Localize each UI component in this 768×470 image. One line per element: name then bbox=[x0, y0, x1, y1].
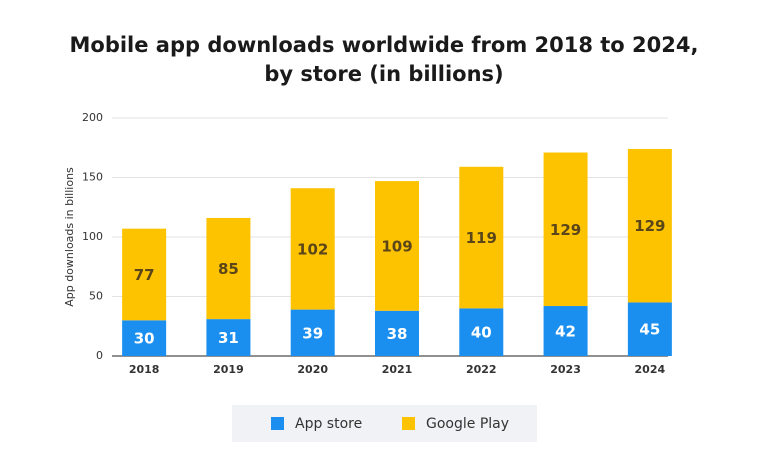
bar-segment bbox=[206, 217, 251, 320]
y-tick-label: 100 bbox=[82, 230, 103, 243]
value-label: 38 bbox=[387, 325, 408, 343]
y-tick-label: 0 bbox=[96, 349, 103, 362]
value-label: 30 bbox=[134, 330, 155, 348]
y-tick-label: 200 bbox=[82, 111, 103, 124]
y-tick-label: 50 bbox=[89, 290, 103, 303]
x-tick-label: 2019 bbox=[213, 363, 244, 376]
y-axis-label: App downloads in billions bbox=[63, 167, 76, 307]
legend-swatch bbox=[271, 417, 284, 430]
bar-segment bbox=[543, 152, 588, 307]
x-tick-label: 2021 bbox=[382, 363, 413, 376]
bar-segment bbox=[459, 166, 504, 309]
value-label: 119 bbox=[466, 229, 497, 247]
bar-segment bbox=[459, 308, 504, 356]
bar-segment bbox=[543, 306, 588, 356]
legend-label: Google Play bbox=[426, 416, 509, 432]
x-tick-label: 2022 bbox=[466, 363, 497, 376]
x-tick-label: 2024 bbox=[635, 363, 666, 376]
value-label: 31 bbox=[218, 329, 239, 347]
bar-segment bbox=[290, 188, 335, 310]
bar-segment bbox=[122, 320, 167, 356]
bar-segment bbox=[627, 148, 672, 303]
bar-segment bbox=[122, 228, 167, 321]
legend-swatch bbox=[402, 417, 415, 430]
value-label: 85 bbox=[218, 260, 239, 278]
bar-segment bbox=[206, 319, 251, 356]
value-label: 40 bbox=[471, 324, 492, 342]
x-tick-label: 2023 bbox=[550, 363, 581, 376]
chart-title: Mobile app downloads worldwide from 2018… bbox=[70, 33, 699, 57]
x-tick-label: 2020 bbox=[297, 363, 328, 376]
x-tick-label: 2018 bbox=[129, 363, 160, 376]
value-label: 42 bbox=[555, 323, 576, 341]
value-label: 45 bbox=[639, 321, 660, 339]
value-label: 109 bbox=[381, 237, 412, 255]
legend-label: App store bbox=[295, 416, 362, 432]
value-label: 129 bbox=[550, 221, 581, 239]
bar-segment bbox=[375, 310, 419, 356]
bar-segment bbox=[375, 181, 419, 311]
value-label: 102 bbox=[297, 240, 328, 258]
bar-segment bbox=[290, 309, 335, 356]
chart-title: by store (in billions) bbox=[264, 62, 503, 86]
value-label: 129 bbox=[634, 217, 665, 235]
value-label: 77 bbox=[134, 266, 155, 284]
bar-segment bbox=[627, 302, 672, 356]
y-tick-label: 150 bbox=[82, 171, 103, 184]
value-label: 39 bbox=[302, 324, 323, 342]
